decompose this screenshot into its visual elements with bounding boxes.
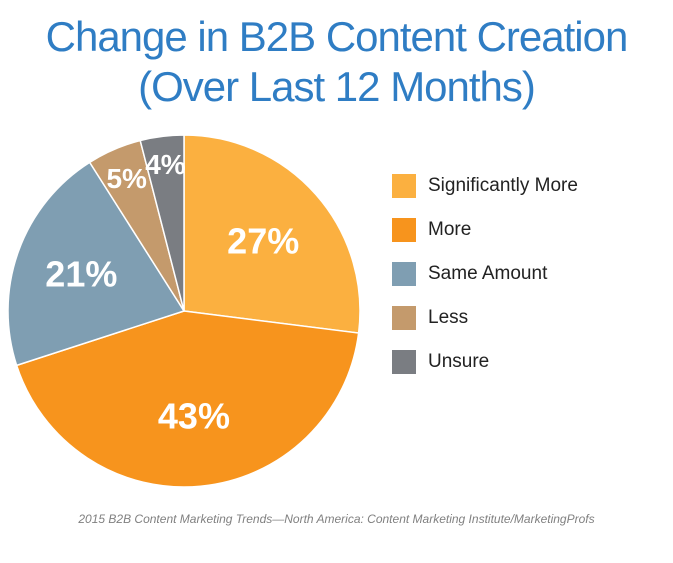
legend-item-less: Less [392, 296, 662, 340]
legend-label: Unsure [428, 351, 490, 372]
chart-legend: Significantly More More Same Amount Less Uns… [392, 164, 662, 384]
pie-slice-significantly-more [183, 134, 361, 334]
legend-item-same-amount: Same Amount [392, 252, 662, 296]
legend-label: Less [428, 307, 469, 328]
chart-title-line-2: (Over Last 12 Months) [138, 63, 536, 110]
legend-label: Same Amount [428, 263, 548, 284]
legend-label: More [428, 219, 472, 240]
chart-title: Change in B2B Content Creation (Over Las… [0, 12, 673, 112]
pie-slice-same-amount [7, 161, 186, 367]
pie-slice-unsure [139, 134, 185, 312]
legend-item-more: More [392, 208, 662, 252]
legend-swatch [392, 350, 416, 374]
pie-label-more: 43% [158, 396, 230, 437]
legend-swatch [392, 306, 416, 330]
source-caption: 2015 B2B Content Marketing Trends—North … [78, 512, 595, 526]
legend-swatch [392, 174, 416, 198]
legend-swatch [392, 262, 416, 286]
pie-label-less: 5% [106, 163, 147, 194]
legend-swatch [392, 218, 416, 242]
legend-item-significantly-more: Significantly More [392, 164, 662, 208]
legend-label: Significantly More [428, 175, 578, 196]
pie-label-unsure: 4% [145, 149, 186, 180]
chart-title-line-1: Change in B2B Content Creation [45, 13, 629, 60]
pie-slice-more [15, 310, 360, 488]
pie-label-significantly-more: 27% [227, 221, 299, 262]
legend-item-unsure: Unsure [392, 340, 662, 384]
pie-label-same-amount: 21% [45, 254, 117, 295]
